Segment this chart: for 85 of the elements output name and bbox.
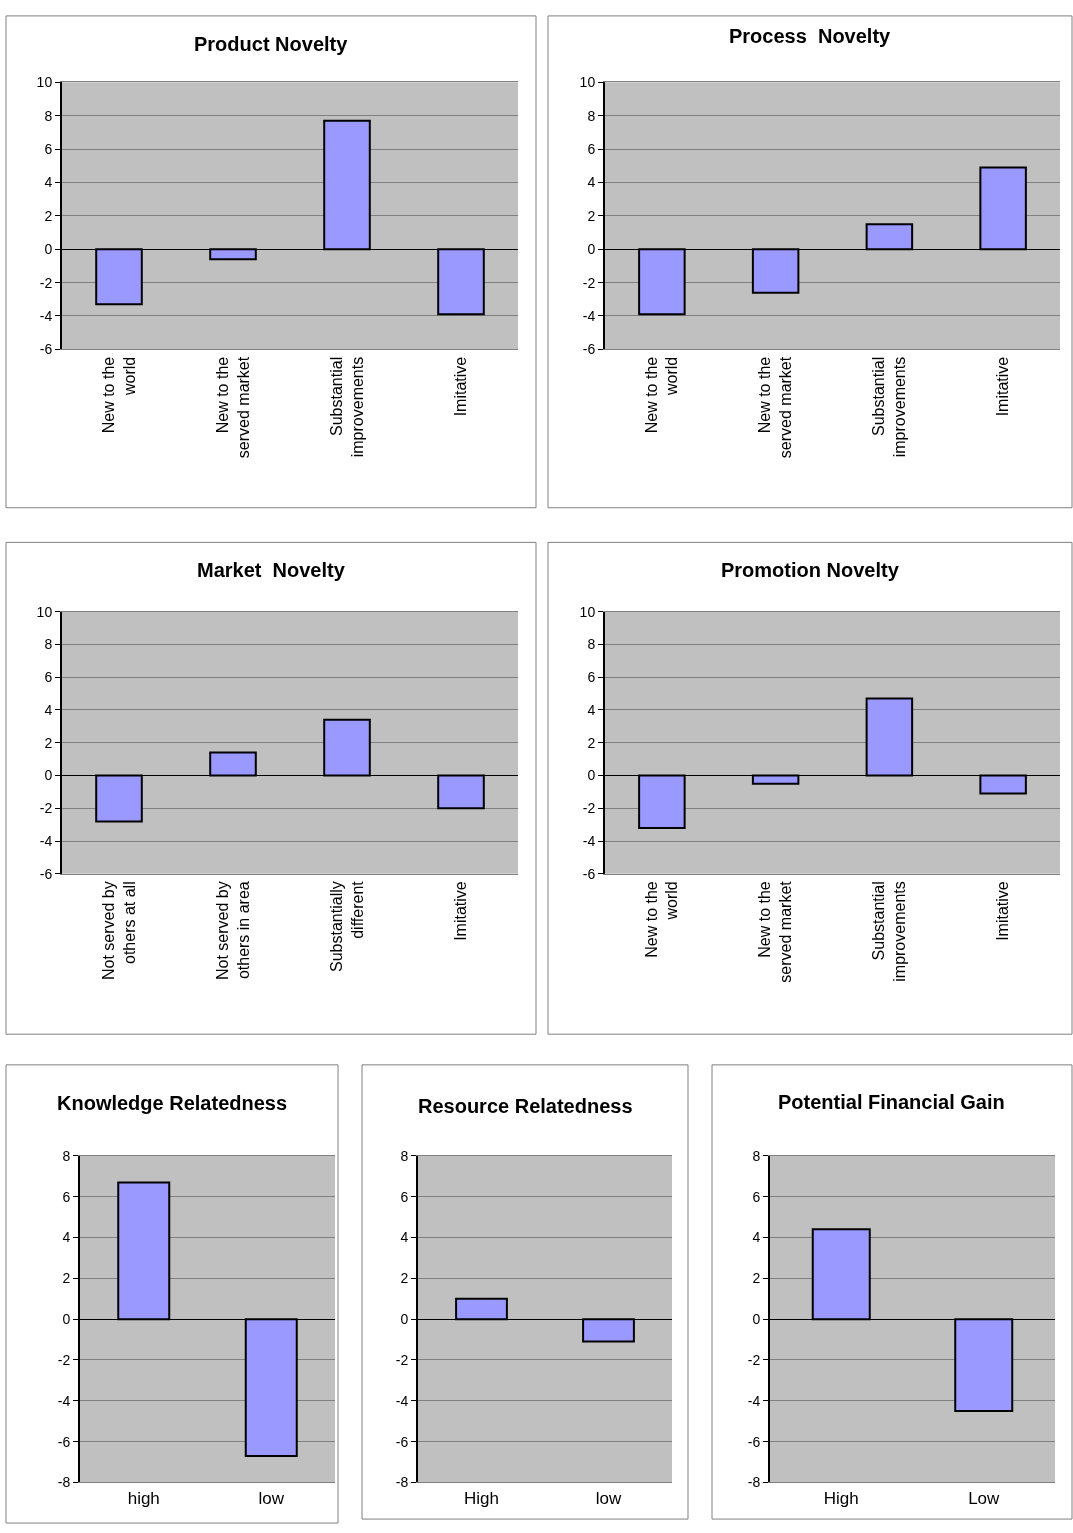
chart-title: Market Novelty: [197, 559, 346, 581]
y-tick-label: -4: [39, 832, 53, 849]
y-tick-label: -2: [57, 1351, 71, 1368]
y-tick-label: 4: [62, 1229, 71, 1246]
y-tick-label: -6: [747, 1433, 761, 1450]
y-tick-label: 0: [62, 1311, 71, 1328]
y-tick-label: 8: [44, 636, 53, 653]
x-tick-label: Low: [968, 1488, 1001, 1508]
y-tick-label: -2: [582, 274, 596, 291]
y-tick-label: 0: [44, 241, 53, 258]
y-tick-label: -4: [57, 1392, 71, 1409]
y-tick-label: -4: [395, 1392, 409, 1409]
y-tick-label: 2: [44, 207, 53, 224]
chart-title: Potential Financial Gain: [778, 1091, 1005, 1113]
x-tick-label: Substantially different: [327, 880, 366, 972]
y-tick-label: 6: [752, 1188, 761, 1205]
y-tick-label: -6: [57, 1433, 71, 1450]
y-tick-label: -6: [582, 341, 596, 358]
y-tick-label: 6: [587, 669, 596, 686]
y-tick-label: 2: [752, 1270, 761, 1287]
x-tick-label: low: [595, 1488, 622, 1508]
y-tick-label: 4: [587, 701, 596, 718]
y-tick-label: -2: [747, 1351, 761, 1368]
y-tick-label: -4: [582, 832, 596, 849]
chart-title: Resource Relatedness: [418, 1095, 633, 1117]
y-tick-label: 4: [752, 1229, 761, 1246]
y-tick-label: 8: [400, 1147, 409, 1164]
x-tick-label: high: [127, 1488, 160, 1508]
x-tick-label: New to the world: [642, 881, 681, 958]
y-tick-label: -4: [747, 1392, 761, 1409]
x-tick-label: High: [823, 1488, 859, 1508]
x-tick-label: Imitative: [994, 356, 1012, 417]
y-tick-label: 10: [36, 74, 53, 91]
y-tick-label: -2: [39, 800, 53, 817]
y-tick-label: 10: [579, 74, 596, 91]
chart-title: Process Novelty: [729, 25, 892, 47]
x-tick-label: Imitative: [452, 356, 470, 417]
y-tick-label: 4: [587, 174, 596, 191]
y-tick-label: 4: [44, 701, 53, 718]
y-tick-label: -4: [582, 307, 596, 324]
y-tick-label: 8: [62, 1147, 71, 1164]
y-tick-label: 0: [400, 1311, 409, 1328]
y-tick-label: 0: [587, 767, 596, 784]
x-tick-label: New to the world: [642, 356, 681, 434]
y-tick-label: -2: [39, 274, 53, 291]
y-tick-label: 0: [44, 767, 53, 784]
y-tick-label: 6: [400, 1188, 409, 1205]
y-tick-label: 2: [400, 1270, 409, 1287]
y-tick-label: -8: [747, 1474, 761, 1491]
chart-title: Product Novelty: [194, 33, 349, 55]
chart-title: Promotion Novelty: [721, 559, 900, 581]
x-tick-label: High: [464, 1488, 499, 1508]
y-tick-label: 0: [587, 241, 596, 258]
x-tick-label: Imitative: [452, 881, 470, 941]
y-tick-label: -6: [582, 865, 596, 882]
y-tick-label: 8: [752, 1147, 761, 1164]
y-tick-label: -2: [395, 1351, 409, 1368]
y-tick-label: 2: [587, 734, 596, 751]
y-tick-label: -2: [582, 800, 596, 817]
y-tick-label: 10: [36, 603, 53, 620]
y-tick-label: 4: [400, 1229, 409, 1246]
y-tick-label: 8: [587, 107, 596, 124]
y-tick-label: -6: [395, 1433, 409, 1450]
y-tick-label: -6: [39, 341, 53, 358]
x-tick-label: low: [258, 1488, 285, 1508]
y-tick-label: 6: [44, 669, 53, 686]
y-tick-label: 8: [587, 636, 596, 653]
y-tick-label: 2: [587, 207, 596, 224]
y-tick-label: 2: [62, 1270, 71, 1287]
chart-title: Knowledge Relatedness: [57, 1092, 288, 1114]
y-tick-label: 8: [44, 107, 53, 124]
y-tick-label: 0: [752, 1311, 761, 1328]
x-tick-label: Imitative: [994, 881, 1012, 941]
y-tick-label: -8: [395, 1474, 409, 1491]
y-tick-label: -8: [57, 1474, 71, 1491]
x-tick-label: New to the world: [99, 356, 138, 434]
y-tick-label: -4: [39, 307, 53, 324]
x-tick-label: Not served by others at all: [99, 881, 138, 980]
y-tick-label: 10: [579, 603, 596, 620]
y-tick-label: -6: [39, 865, 53, 882]
y-tick-label: 6: [44, 140, 53, 157]
y-tick-label: 6: [62, 1188, 71, 1205]
y-tick-label: 6: [587, 140, 596, 157]
y-tick-label: 4: [44, 174, 53, 191]
y-tick-label: 2: [44, 734, 53, 751]
